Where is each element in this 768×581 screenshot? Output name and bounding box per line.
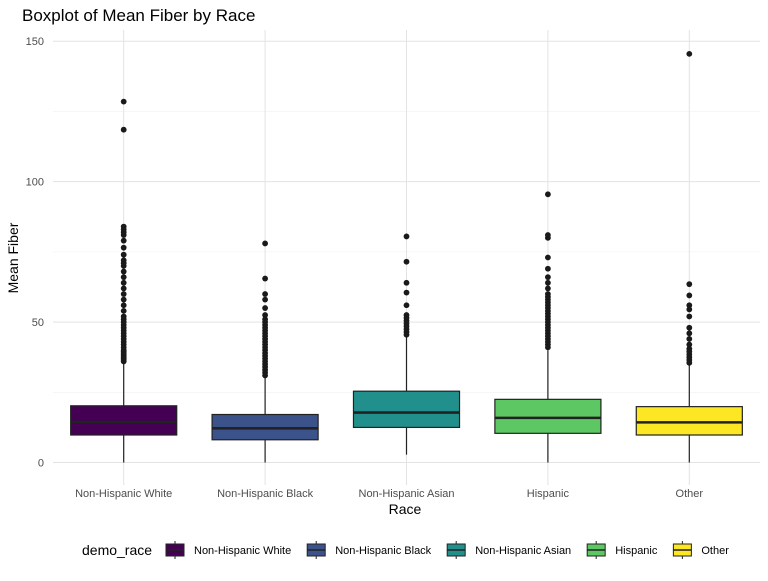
y-tick-label: 0 (38, 458, 44, 470)
outlier-point (262, 240, 268, 247)
x-axis-label: Race (389, 501, 422, 517)
outlier-point (120, 257, 127, 264)
outlier-point (120, 279, 127, 286)
outlier-point (120, 251, 127, 258)
outlier-point (403, 312, 410, 318)
outlier-point (403, 279, 410, 286)
box (352, 390, 461, 429)
outlier-point (686, 341, 693, 348)
legend-item: Hispanic (586, 541, 658, 559)
legend-item: Non-Hispanic Asian (446, 541, 571, 559)
outlier-point (545, 285, 551, 292)
outlier-point (120, 313, 127, 320)
outlier-point (262, 275, 268, 282)
outlier-point (545, 232, 551, 238)
x-tick-label: Non-Hispanic Black (217, 488, 313, 500)
box (494, 398, 602, 434)
outlier-point (686, 313, 693, 320)
outlier-point (686, 281, 693, 288)
boxes (70, 336, 743, 463)
x-tick-label: Non-Hispanic White (75, 488, 172, 500)
legend-label: Hispanic (615, 545, 658, 557)
x-tick-label: Other (676, 488, 704, 500)
outlier-point (120, 274, 127, 281)
outlier-point (403, 233, 410, 240)
outlier-point (120, 296, 127, 303)
outlier-point (262, 316, 268, 323)
outlier-point (120, 307, 127, 314)
outlier-point (686, 306, 693, 313)
outlier-point (120, 268, 127, 275)
outlier-point (120, 291, 127, 297)
outlier-point (686, 336, 693, 342)
outlier-point (262, 291, 268, 297)
y-tick-labels: 0 50 100 150 (26, 36, 44, 469)
x-tick-label: Non-Hispanic Asian (359, 488, 455, 500)
outlier-point (686, 292, 693, 299)
outlier-point (545, 274, 551, 281)
legend-item: Non-Hispanic White (165, 541, 291, 559)
outlier-point (120, 302, 127, 309)
outlier-point (120, 223, 127, 230)
outlier-point (262, 312, 268, 318)
legend-label: Non-Hispanic Black (335, 545, 431, 557)
outlier-point (545, 291, 551, 297)
outlier-point (403, 258, 410, 265)
outlier-point (545, 254, 551, 261)
outlier-point (120, 285, 127, 292)
outlier-point (545, 265, 551, 272)
outlier-point (686, 324, 693, 331)
legend-item: Non-Hispanic Black (306, 541, 432, 559)
x-tick-labels: Non-Hispanic White Non-Hispanic Black Non-… (75, 488, 703, 500)
chart-title: Boxplot of Mean Fiber by Race (22, 6, 255, 25)
outlier-point (120, 126, 127, 133)
outlier-point (686, 302, 693, 309)
legend-label: Non-Hispanic White (194, 545, 291, 557)
legend-label: Other (701, 545, 729, 557)
outlier-point (403, 289, 410, 296)
outlier-point (545, 279, 551, 286)
x-tick-label: Hispanic (527, 488, 570, 500)
y-tick-label: 150 (26, 36, 44, 48)
legend-label: Non-Hispanic Asian (475, 545, 571, 557)
y-axis-label: Mean Fiber (5, 222, 21, 293)
legend-title: demo_race (82, 542, 152, 558)
outlier-point (120, 98, 127, 105)
box (70, 405, 178, 436)
outlier-point (686, 330, 693, 337)
y-tick-label: 100 (26, 177, 44, 189)
outlier-point (686, 50, 693, 57)
outlier-point (403, 302, 410, 309)
outlier-point (120, 244, 127, 251)
legend-item: Other (672, 541, 729, 559)
legend: demo_race Non-Hispanic White Non-Hispanic… (82, 541, 729, 559)
y-tick-label: 50 (32, 317, 44, 329)
outlier-point (686, 345, 693, 352)
outlier-point (262, 296, 268, 303)
box (635, 406, 743, 436)
outlier-point (262, 305, 268, 311)
outlier-point (120, 237, 127, 244)
outlier-point (545, 191, 551, 198)
outlier-points (120, 50, 693, 379)
